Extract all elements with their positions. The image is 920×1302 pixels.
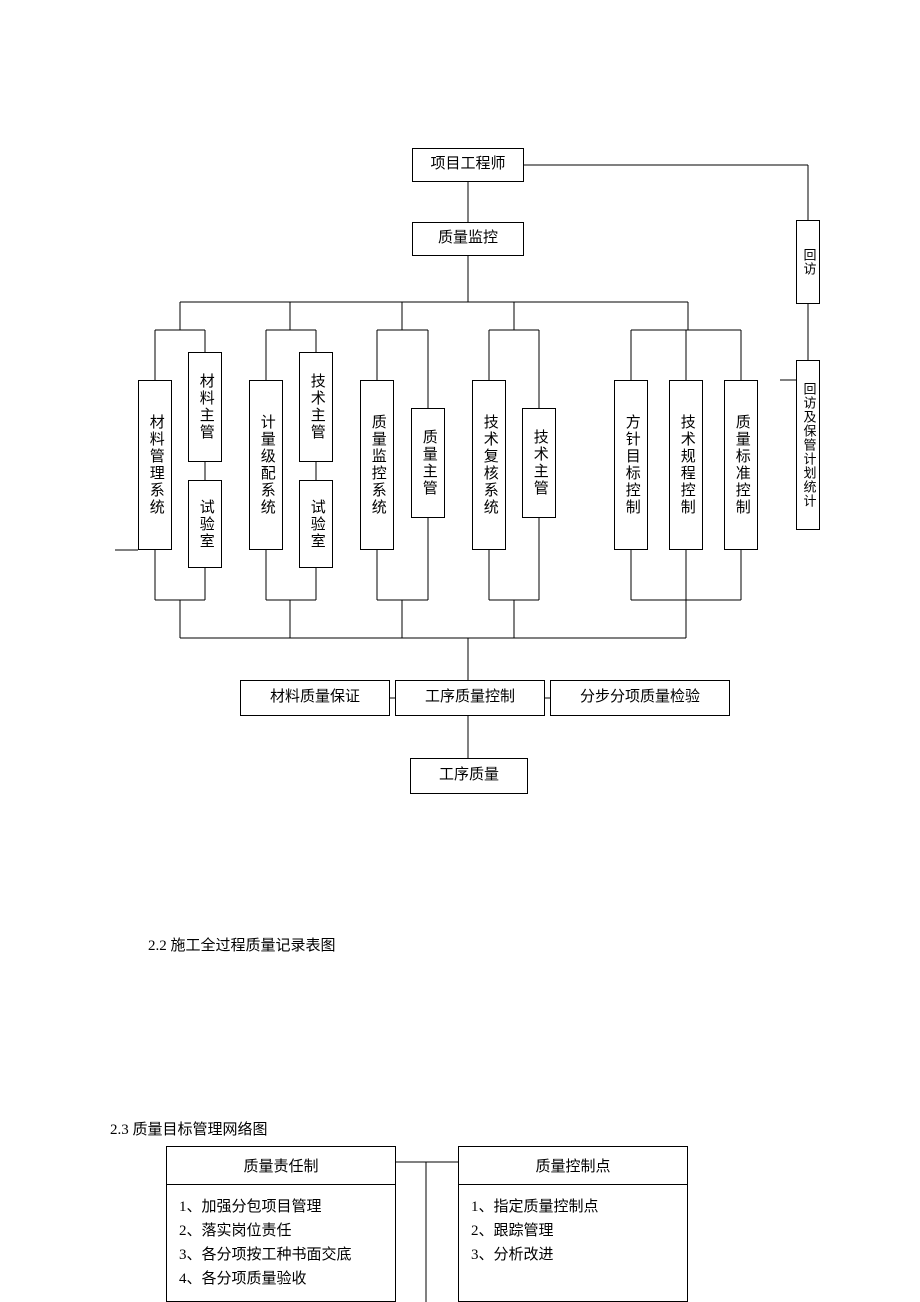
- col-7: 技术主管: [522, 408, 556, 518]
- label: 材料质量保证: [270, 688, 360, 708]
- label: 质量监控系统: [367, 414, 387, 516]
- d3-right-title: 质量控制点: [459, 1147, 687, 1185]
- d3-left-item: 1、加强分包项目管理: [179, 1195, 383, 1219]
- label: 回访: [800, 248, 817, 276]
- node-process-qc: 工序质量控制: [395, 680, 545, 716]
- label: 试验室: [195, 499, 215, 550]
- label: 试验室: [306, 499, 326, 550]
- label: 项目工程师: [430, 155, 505, 175]
- d3-left-body: 1、加强分包项目管理 2、落实岗位责任 3、各分项按工种书面交底 4、各分项质量…: [167, 1185, 395, 1301]
- label: 2.3 质量目标管理网络图: [110, 1122, 268, 1138]
- d3-left-item: 4、各分项质量验收: [179, 1267, 383, 1291]
- label: 质量控制点: [535, 1159, 610, 1175]
- connectors-d3: [0, 0, 920, 1302]
- label: 材料主管: [195, 373, 215, 441]
- d3-right-item: 2、跟踪管理: [471, 1219, 675, 1243]
- label: 工序质量: [439, 766, 499, 786]
- heading-2-2: 2.2 施工全过程质量记录表图: [148, 934, 336, 955]
- label: 工序质量控制: [425, 688, 515, 708]
- node-project-engineer: 项目工程师: [412, 148, 524, 182]
- d3-left-title: 质量责任制: [167, 1147, 395, 1185]
- col-1-sub: 试验室: [188, 480, 222, 568]
- col-3: 技术主管: [299, 352, 333, 462]
- d3-left-item: 2、落实岗位责任: [179, 1219, 383, 1243]
- node-huifang: 回访: [796, 220, 820, 304]
- label: 回访及保管计划统计: [800, 382, 817, 508]
- label: 技术主管: [529, 429, 549, 497]
- label: 技术主管: [306, 373, 326, 441]
- node-step-inspection: 分步分项质量检验: [550, 680, 730, 716]
- node-material-qa: 材料质量保证: [240, 680, 390, 716]
- col-3-sub: 试验室: [299, 480, 333, 568]
- node-process-quality: 工序质量: [410, 758, 528, 794]
- col-6: 技术复核系统: [472, 380, 506, 550]
- d3-right-body: 1、指定质量控制点 2、跟踪管理 3、分析改进: [459, 1185, 687, 1277]
- heading-2-3: 2.3 质量目标管理网络图: [110, 1118, 268, 1139]
- d3-left-item: 3、各分项按工种书面交底: [179, 1243, 383, 1267]
- col-4: 质量监控系统: [360, 380, 394, 550]
- label: 技术规程控制: [676, 414, 696, 516]
- label: 分步分项质量检验: [580, 688, 700, 708]
- d3-right-item: 3、分析改进: [471, 1243, 675, 1267]
- label: 方针目标控制: [621, 414, 641, 516]
- d3-right-box: 质量控制点 1、指定质量控制点 2、跟踪管理 3、分析改进: [458, 1146, 688, 1302]
- label: 质量标准控制: [731, 414, 751, 516]
- col-10: 质量标准控制: [724, 380, 758, 550]
- d3-left-box: 质量责任制 1、加强分包项目管理 2、落实岗位责任 3、各分项按工种书面交底 4…: [166, 1146, 396, 1302]
- label: 计量级配系统: [256, 414, 276, 516]
- col-0: 材料管理系统: [138, 380, 172, 550]
- col-9: 技术规程控制: [669, 380, 703, 550]
- node-huifang-plan: 回访及保管计划统计: [796, 360, 820, 530]
- col-2: 计量级配系统: [249, 380, 283, 550]
- col-1: 材料主管: [188, 352, 222, 462]
- label: 技术复核系统: [479, 414, 499, 516]
- col-5: 质量主管: [411, 408, 445, 518]
- d3-right-item: 1、指定质量控制点: [471, 1195, 675, 1219]
- label: 2.2 施工全过程质量记录表图: [148, 938, 336, 954]
- label: 材料管理系统: [145, 414, 165, 516]
- node-quality-monitor: 质量监控: [412, 222, 524, 256]
- col-8: 方针目标控制: [614, 380, 648, 550]
- label: 质量责任制: [243, 1159, 318, 1175]
- label: 质量监控: [438, 229, 498, 249]
- label: 质量主管: [418, 429, 438, 497]
